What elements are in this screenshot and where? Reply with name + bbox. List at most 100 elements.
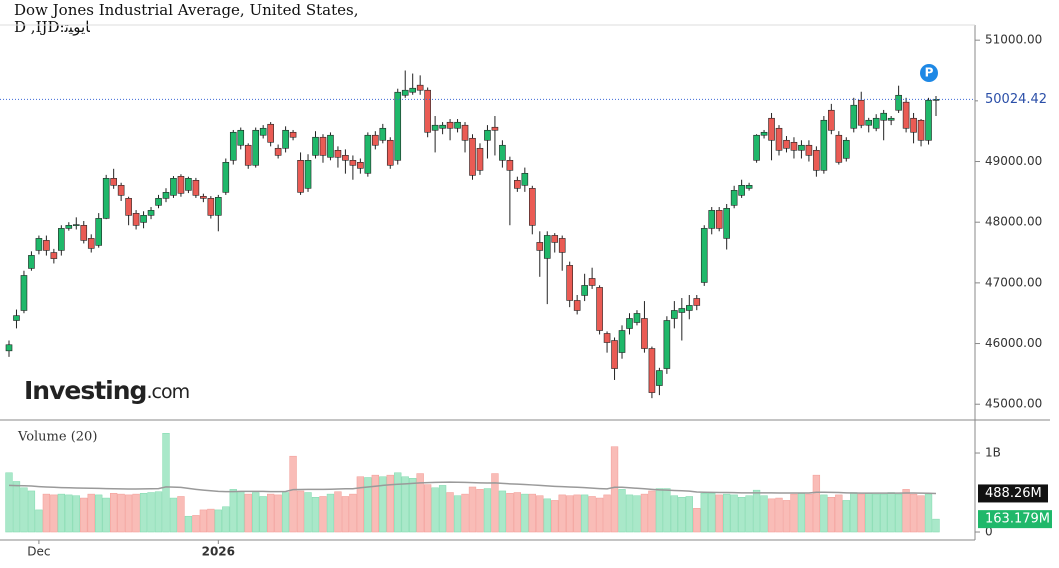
volume-bar	[663, 488, 671, 533]
candle-body	[110, 178, 117, 186]
candle-body	[536, 242, 544, 251]
volume-bar	[902, 489, 910, 533]
candle-body	[215, 197, 222, 216]
candle-body	[222, 162, 230, 193]
volume-bar	[162, 433, 170, 533]
volume-bar	[775, 497, 783, 533]
candle-body	[745, 185, 753, 189]
volume-bar	[461, 493, 469, 533]
volume-bar	[42, 493, 51, 533]
candle-body	[484, 129, 491, 141]
volume-bar	[87, 493, 95, 533]
candle-body	[5, 344, 13, 352]
volume-ma-line	[8, 481, 937, 495]
volume-bar	[685, 496, 693, 533]
candle-body	[603, 333, 611, 343]
candle-body	[588, 278, 596, 286]
volume-bar	[603, 494, 611, 533]
candle-body	[521, 172, 529, 186]
candle-body	[386, 139, 394, 166]
volume-bar	[655, 488, 664, 533]
volume-bar	[767, 498, 776, 533]
candle-body	[850, 104, 858, 129]
volume-bar	[633, 495, 641, 533]
volume-bar	[670, 495, 678, 533]
volume-bar	[820, 494, 828, 533]
volume-bar	[453, 495, 462, 533]
candle-body	[798, 144, 805, 151]
volume-bar	[252, 492, 260, 533]
candle-body	[626, 318, 633, 329]
candle-body	[857, 99, 865, 126]
volume-bar	[334, 491, 342, 533]
volume-bar	[102, 497, 110, 533]
volume-bar	[267, 493, 275, 533]
volume-bar	[139, 493, 148, 533]
candle-body	[192, 180, 200, 196]
volume-bar	[476, 489, 484, 533]
volume-bar	[401, 476, 409, 533]
candle-body	[543, 235, 551, 259]
volume-bar	[379, 476, 387, 533]
candle-body	[439, 124, 446, 129]
y-tick-label: 51000.00	[985, 33, 1042, 47]
volume-bar	[12, 481, 21, 533]
volume-bar	[289, 455, 297, 533]
candle-body	[760, 131, 768, 136]
volume-bar	[50, 494, 58, 533]
candle-body	[865, 119, 873, 126]
volume-bar	[124, 494, 133, 533]
volume-bar	[222, 506, 230, 533]
volume-bar	[304, 492, 312, 533]
logo: Investing.com	[24, 376, 189, 405]
volume-bar	[558, 494, 566, 533]
candle-body	[349, 160, 357, 166]
volume-bar	[693, 508, 701, 533]
x-tick-label: 2026	[202, 545, 235, 559]
candle-body	[35, 238, 43, 251]
volume-bar	[513, 492, 522, 533]
annotation-marker	[920, 64, 938, 82]
candle-body	[431, 124, 439, 131]
volume-bar	[737, 497, 746, 533]
candle-body	[678, 308, 686, 313]
volume-bar	[506, 493, 514, 533]
candle-body	[663, 320, 671, 369]
candle-body	[506, 160, 514, 171]
candle-body	[155, 198, 162, 206]
volume-bar	[543, 498, 551, 533]
candle-body	[229, 131, 237, 161]
volume-bar	[117, 493, 125, 533]
volume-bar	[790, 493, 798, 533]
candle-body	[132, 213, 140, 226]
candle-body	[469, 137, 476, 176]
y-tick-label: 45000.00	[985, 397, 1042, 411]
candle-body	[401, 89, 409, 96]
volume-bar	[850, 492, 858, 533]
volume-bar	[229, 489, 237, 533]
candle-body	[267, 123, 274, 143]
volume-bar	[371, 474, 379, 533]
candle-body	[162, 192, 170, 199]
candle-body	[58, 228, 65, 251]
candle-body	[573, 300, 581, 311]
candle-body	[80, 225, 88, 241]
candle-body	[357, 162, 364, 169]
candle-body	[499, 144, 506, 161]
volume-bar	[894, 493, 903, 533]
chart-title: Dow Jones Industrial Average, United Sta…	[14, 1, 358, 19]
candle-body	[117, 185, 125, 196]
volume-bar	[259, 496, 267, 533]
candle-body	[102, 178, 110, 219]
candle-body	[244, 144, 252, 166]
volume-bar	[528, 493, 536, 533]
candle-body	[416, 84, 424, 91]
volume-bar	[296, 490, 305, 533]
volume-bar	[20, 487, 28, 533]
y-tick-label: 1B	[985, 446, 1001, 460]
volume-label-box	[978, 510, 1052, 529]
volume-bar	[782, 500, 791, 533]
volume-bar	[760, 495, 768, 533]
volume-bar	[132, 493, 140, 533]
